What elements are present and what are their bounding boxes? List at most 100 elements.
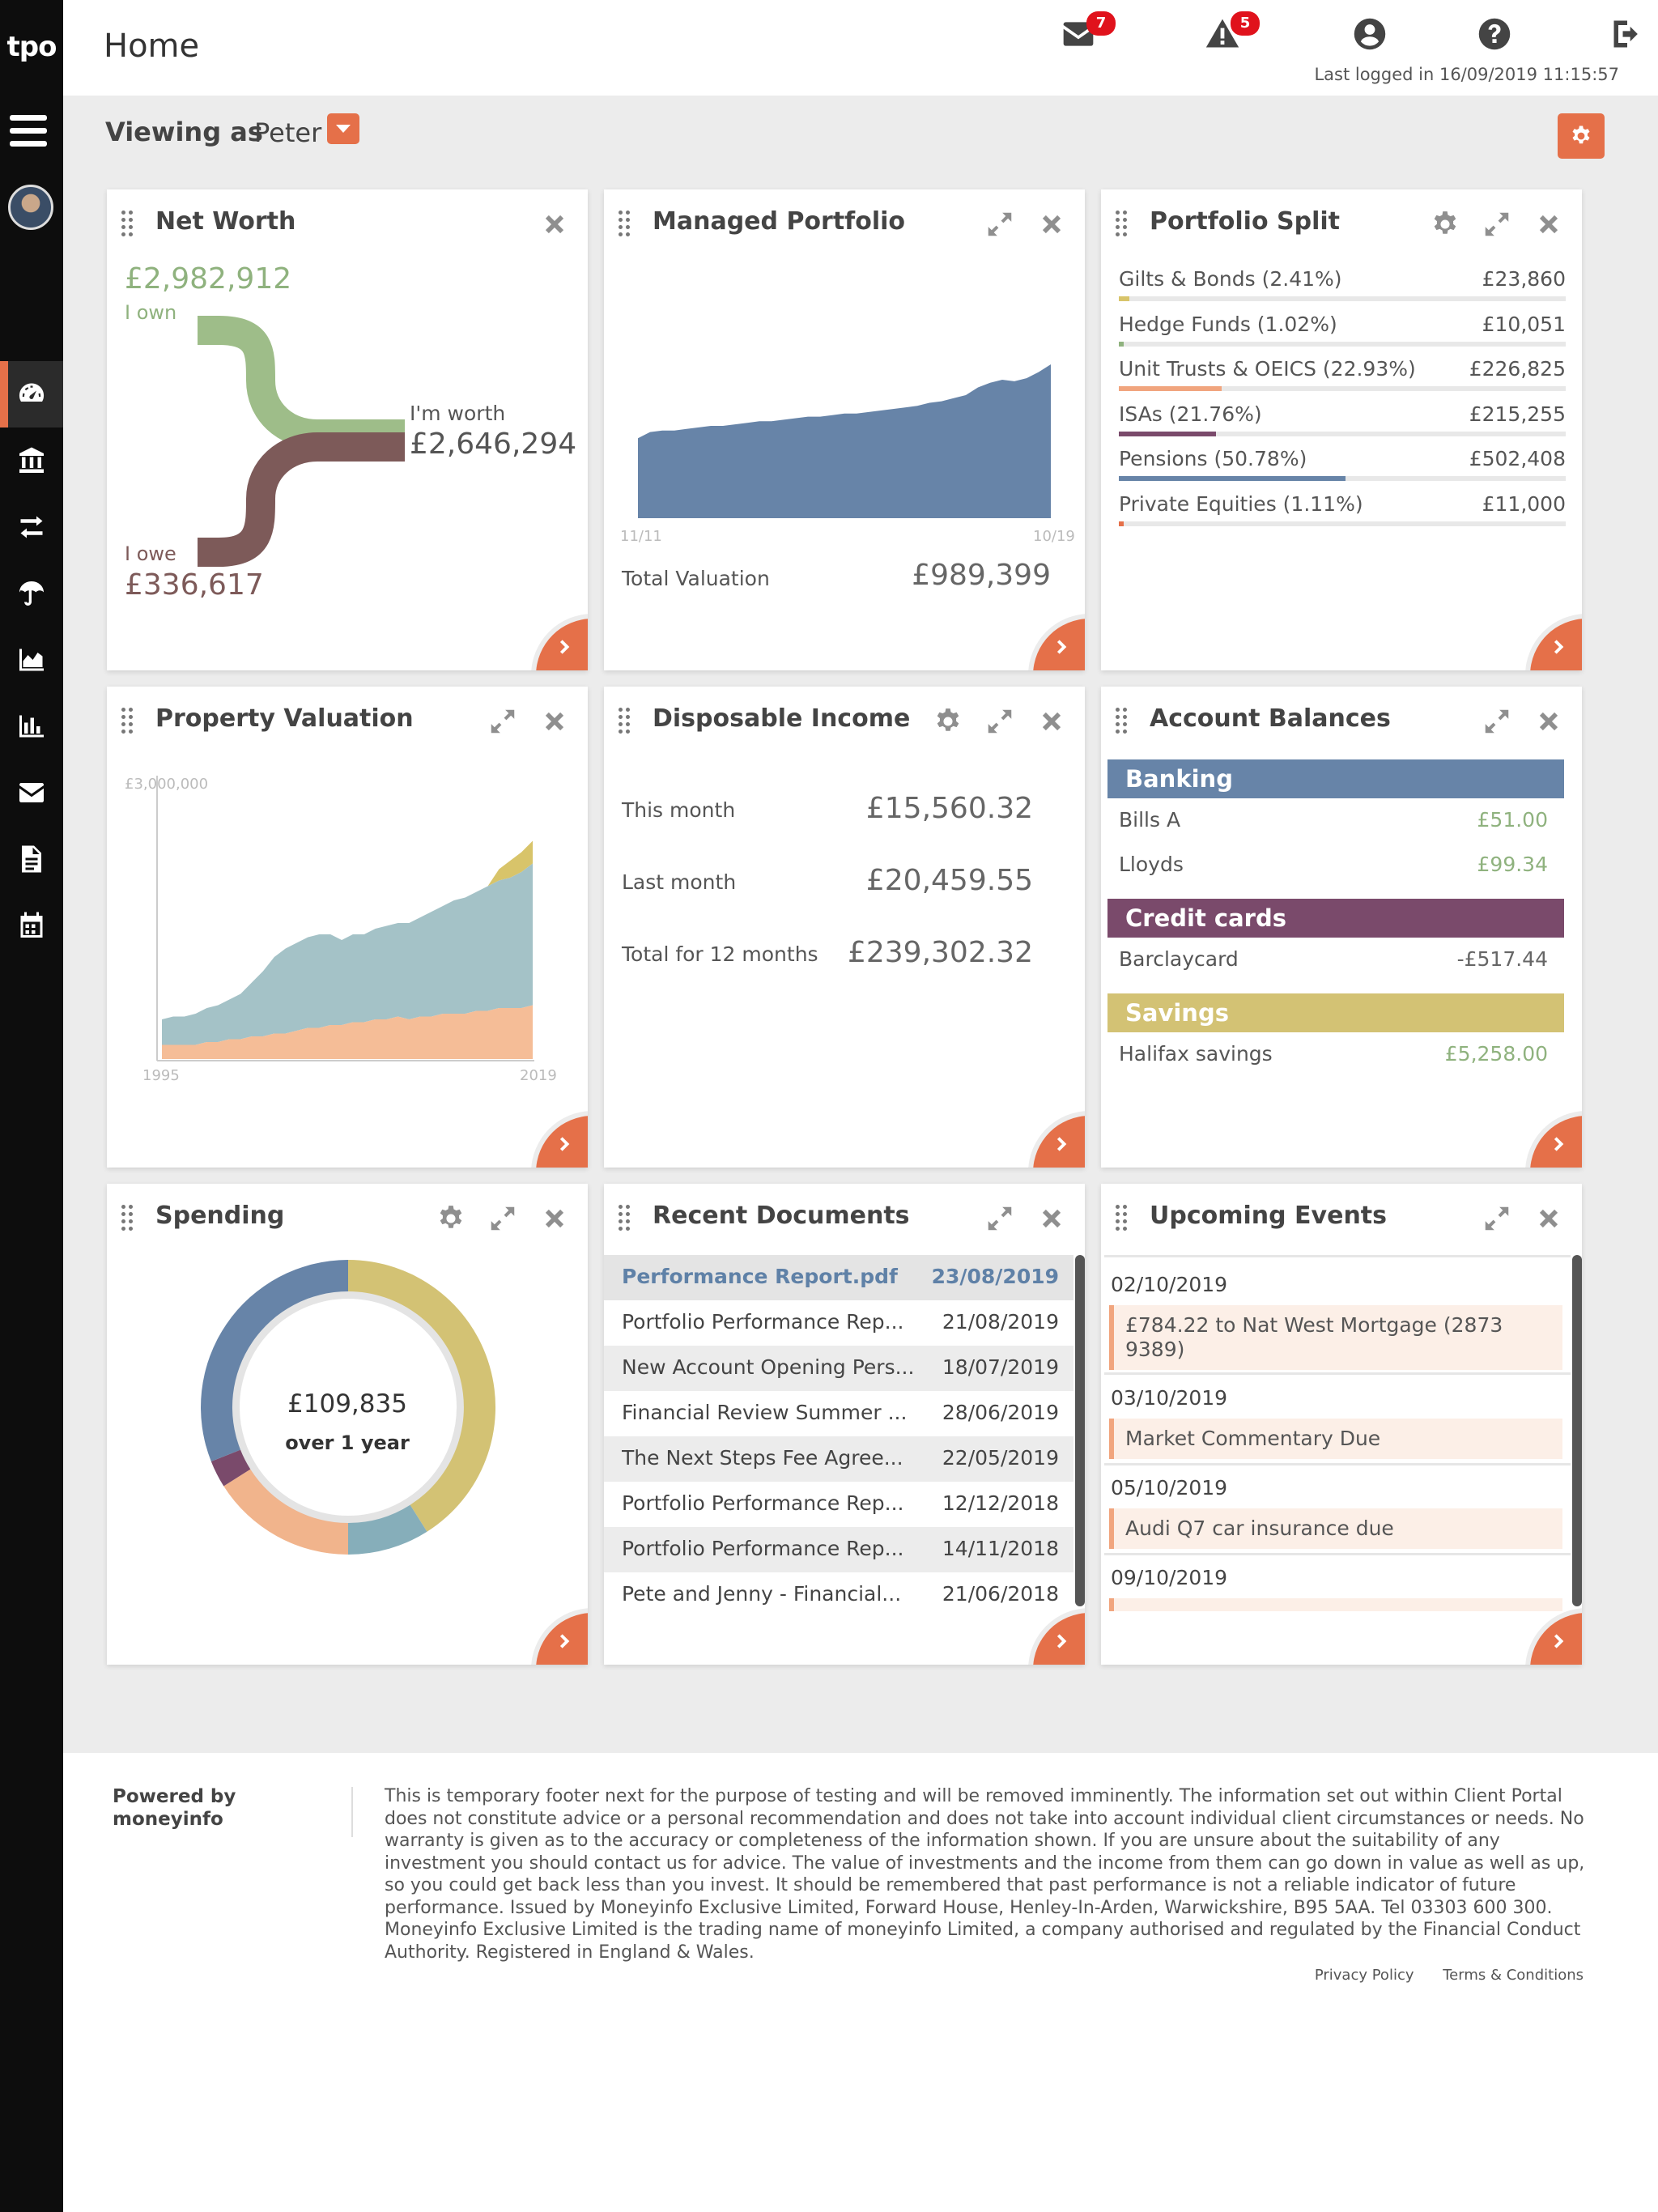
chevron-right-icon [555,1631,576,1652]
sidebar-item-bank[interactable] [0,428,63,494]
portfolio-split-row[interactable]: Unit Trusts & OEICS (22.93%) £226,825 [1119,357,1566,402]
drag-handle-icon[interactable] [619,1205,631,1231]
spending-slice-4[interactable] [210,1449,251,1487]
document-row[interactable]: Portfolio Performance Rep... 12/12/2018 [604,1482,1073,1527]
expand-button[interactable] [1482,209,1512,240]
drag-handle-icon[interactable] [121,1205,134,1231]
close-icon [1533,209,1564,240]
portfolio-split-row[interactable]: Pensions (50.78%) £502,408 [1119,447,1566,492]
allocation-bar-track [1119,296,1566,301]
card-title: Managed Portfolio [653,207,906,236]
viewing-as-dropdown[interactable] [327,113,359,144]
close-icon [1533,706,1564,737]
document-row[interactable]: New Account Opening Pers... 18/07/2019 [604,1346,1073,1391]
document-row[interactable]: Performance Report.pdf 23/08/2019 [604,1255,1073,1300]
account-row[interactable]: Lloyds £99.34 [1119,846,1548,887]
document-row[interactable]: Portfolio Performance Rep... 21/08/2019 [604,1300,1073,1346]
document-row[interactable]: Portfolio Performance Rep... 14/11/2018 [604,1527,1073,1572]
drag-handle-icon[interactable] [121,211,134,236]
profile-button[interactable] [1352,16,1388,52]
document-date: 12/12/2018 [942,1491,1059,1515]
documents-scrollbar[interactable] [1075,1255,1085,1606]
privacy-policy-link[interactable]: Privacy Policy [1314,1967,1414,1984]
document-row[interactable]: Pete and Jenny - Financial... 21/06/2018 [604,1572,1073,1618]
document-row[interactable]: Financial Review Summer ... 28/06/2019 [604,1391,1073,1436]
close-button[interactable] [1533,706,1564,737]
close-button[interactable] [1533,1203,1564,1234]
sidebar-item-transfers[interactable] [0,494,63,560]
spending-total: £109,835 [287,1389,407,1419]
event-item[interactable]: Market Commentary Due [1109,1419,1562,1459]
expand-button[interactable] [984,1203,1015,1234]
menu-toggle-icon[interactable] [10,115,47,147]
close-button[interactable] [1036,1203,1067,1234]
asset-class-value: £502,408 [1469,447,1566,470]
spending-slice-5[interactable] [201,1260,348,1461]
portfolio-split-row[interactable]: Private Equities (1.11%) £11,000 [1119,492,1566,538]
alerts-button[interactable]: 5 [1205,11,1260,52]
spending-slice-1[interactable] [348,1260,496,1532]
sidebar-item-insurance[interactable] [0,560,63,627]
spending-period: over 1 year [285,1431,410,1454]
sidebar-item-calendar[interactable] [0,892,63,959]
events-scrollbar[interactable] [1572,1255,1582,1606]
account-row[interactable]: Bills A £51.00 [1119,802,1548,842]
drag-handle-icon[interactable] [1116,1205,1129,1231]
close-button[interactable] [1533,209,1564,240]
portfolio-split-row[interactable]: Gilts & Bonds (2.41%) £23,860 [1119,267,1566,313]
sidebar-item-reports[interactable] [0,693,63,759]
terms-conditions-link[interactable]: Terms & Conditions [1443,1967,1584,1984]
drag-handle-icon[interactable] [619,708,631,734]
last-month-row: Last month £20,459.55 [622,864,1067,912]
open-details-button[interactable] [1028,1111,1085,1168]
row-label: Last month [622,870,737,894]
sidebar-item-dashboard[interactable] [0,361,63,428]
settings-button[interactable] [933,706,963,737]
card-header: Net Worth [107,189,588,257]
asset-class-label: ISAs (21.76%) [1119,402,1262,426]
drag-handle-icon[interactable] [619,211,631,236]
app-logo[interactable]: tpo [6,31,57,63]
expand-button[interactable] [1482,1203,1512,1234]
sidebar-item-messages[interactable] [0,759,63,826]
avatar[interactable] [8,185,53,230]
messages-button[interactable]: 7 [1061,11,1116,52]
account-row[interactable]: Halifax savings £5,258.00 [1119,1036,1548,1076]
settings-button[interactable] [1430,209,1460,240]
logout-button[interactable] [1609,16,1645,52]
document-name: New Account Opening Pers... [622,1355,915,1379]
account-row[interactable]: Barclaycard -£517.44 [1119,941,1548,981]
portfolio-split-row[interactable]: ISAs (21.76%) £215,255 [1119,402,1566,448]
property-series-1-area [162,1005,533,1059]
drag-handle-icon[interactable] [121,708,134,734]
close-button[interactable] [1036,706,1067,737]
property-series-2-area [162,863,533,1045]
drag-handle-icon[interactable] [1116,211,1129,236]
spending-card: Spending £109,835 over 1 year [107,1184,588,1665]
event-item[interactable]: Audi Q7 car insurance due [1109,1508,1562,1549]
portfolio-split-row[interactable]: Hedge Funds (1.02%) £10,051 [1119,313,1566,358]
event-item[interactable] [1109,1598,1562,1611]
drag-handle-icon[interactable] [1116,708,1129,734]
expand-button[interactable] [1482,706,1512,737]
spending-slice-3[interactable] [223,1469,348,1555]
document-row[interactable]: The Next Steps Fee Agree... 22/05/2019 [604,1436,1073,1482]
open-details-button[interactable] [1525,1111,1582,1168]
card-header: Property Valuation [107,687,588,755]
open-details-button[interactable] [1028,1608,1085,1665]
spending-slice-2[interactable] [348,1504,427,1555]
asset-class-value: £215,255 [1469,402,1566,426]
sidebar-item-documents[interactable] [0,826,63,892]
dashboard-settings-button[interactable] [1558,113,1605,159]
asset-class-label: Unit Trusts & OEICS (22.93%) [1119,357,1416,381]
open-details-button[interactable] [1525,614,1582,670]
sidebar-item-investments[interactable] [0,627,63,693]
help-button[interactable] [1477,16,1512,52]
event-item[interactable]: £784.22 to Nat West Mortgage (2873 9389) [1109,1305,1562,1370]
allocation-bar-track [1119,341,1566,347]
expand-button[interactable] [984,706,1015,737]
sidebar: tpo [0,0,63,2212]
alerts-count-badge: 5 [1231,11,1260,36]
chevron-right-icon [555,636,576,657]
open-details-button[interactable] [1525,1608,1582,1665]
